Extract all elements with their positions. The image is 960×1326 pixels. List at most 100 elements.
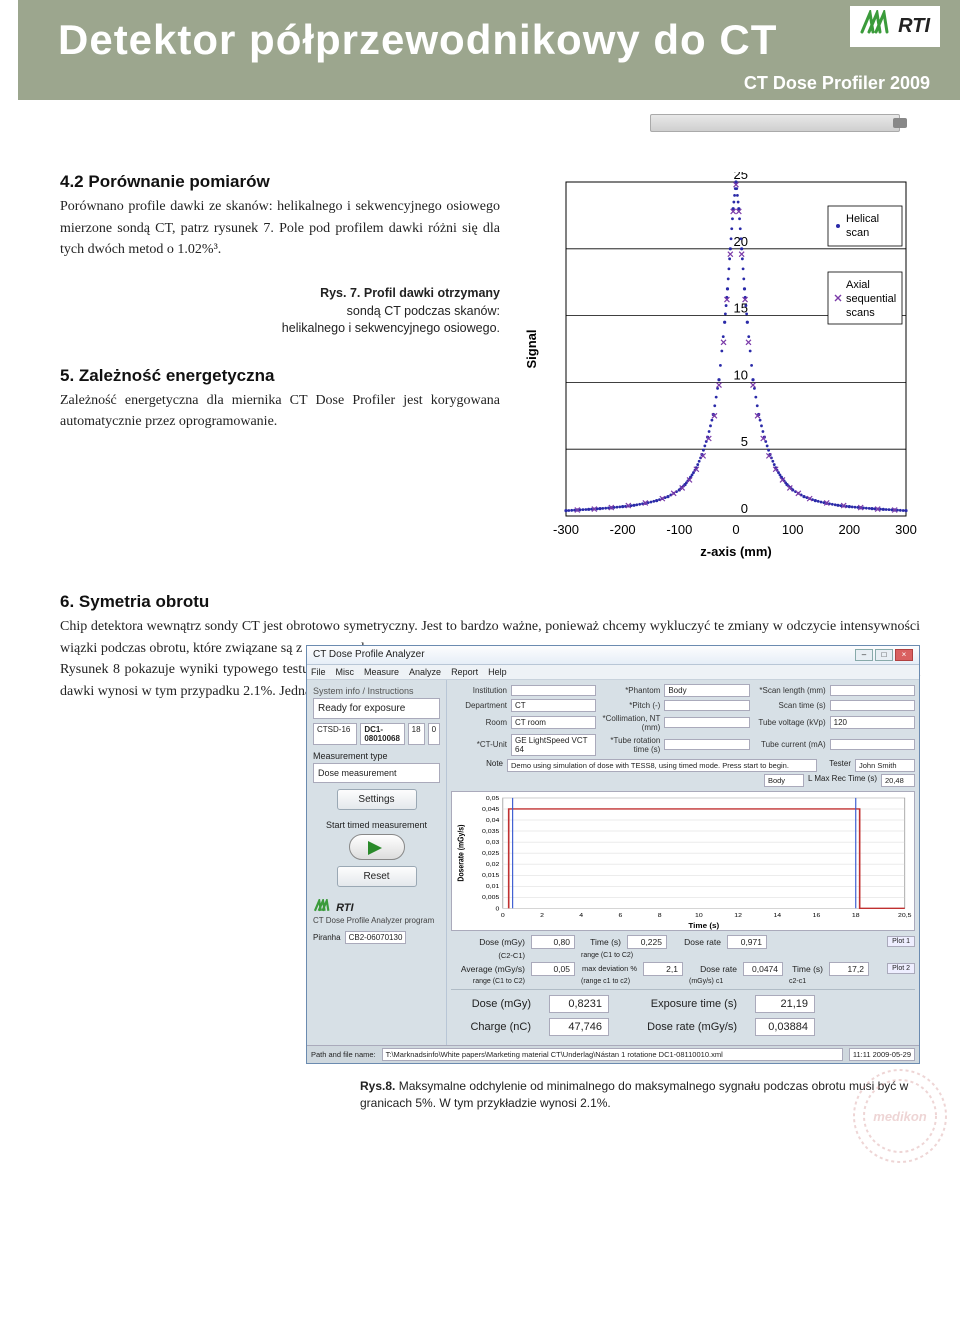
svg-text:Helical: Helical [846,213,879,225]
big-dose-lbl: Dose (mGy) [451,998,531,1010]
svg-text:Doserate (mGy/s): Doserate (mGy/s) [456,824,466,881]
svg-text:scans: scans [846,307,875,319]
menu-help[interactable]: Help [488,667,507,677]
fig7-cap-l3: helikalnego i sekwencyjnego osiowego. [282,321,500,335]
svg-text:14: 14 [773,912,781,918]
close-button[interactable]: × [895,649,913,661]
plot2-btn[interactable]: Plot 2 [887,963,915,974]
svg-text:5: 5 [741,434,748,449]
status-bar: Path and file name: T:\Marknadsinfo\Whit… [307,1045,919,1063]
tester-value: John Smith [855,759,915,772]
svg-text:Time (s): Time (s) [688,921,719,929]
menu-analyze[interactable]: Analyze [409,667,441,677]
r-mgys-lbl: (mGy/s) c1 [689,978,737,985]
meas-type-value: Dose measurement [313,763,440,783]
r-rate-lbl: Dose rate [673,937,721,947]
figure-7-caption: Rys. 7. Profil dawki otrzymany sondą CT … [60,285,500,338]
probe-image [650,114,900,132]
timed-label: Start timed measurement [313,820,440,830]
footer-time: 11:11 2009-05-29 [849,1048,915,1061]
fig7-cap-l1: Rys. 7. Profil dawki otrzymany [320,286,500,300]
plot1-btn[interactable]: Plot 1 [887,936,915,947]
piranha-value: CB2-06070130 [345,931,407,944]
fig7-cap-l2: sondą CT podczas skanów: [347,304,500,318]
r-c2c1: (C2-C1) [451,951,525,960]
reset-button[interactable]: Reset [337,866,417,887]
r-time-val: 0,225 [627,935,667,949]
big-dose-val: 0,8231 [549,995,609,1013]
svg-text:Axial: Axial [846,279,870,291]
settings-button[interactable]: Settings [337,789,417,810]
svg-text:6: 6 [619,912,623,918]
svg-text:300: 300 [895,522,917,537]
maxrec-value: 20,48 [881,774,915,787]
r-range-lbl2: range (C1 to C2) [581,952,633,959]
section-5-para: Zależność energetyczna dla miernika CT D… [60,390,500,433]
rti-logo: RTI [850,6,940,47]
svg-text:Signal: Signal [524,329,539,368]
svg-text:2: 2 [540,912,544,918]
svg-text:0,005: 0,005 [482,894,500,900]
section-4-2-para: Porównano profile dawki ze skanów: helik… [60,196,500,261]
section-5-heading: 5. Zależność energetyczna [60,366,500,386]
medikon-stamp: medikon [850,1066,950,1166]
svg-text:0: 0 [495,905,499,911]
minimize-button[interactable]: – [855,649,873,661]
svg-text:0: 0 [501,912,505,918]
svg-text:0,02: 0,02 [486,861,500,867]
svg-text:0,045: 0,045 [482,806,500,812]
doserate-plot: 0,050,0450,040,0350,030,0250,020,0150,01… [451,791,915,931]
big-charge-val: 47,746 [549,1018,609,1036]
svg-text:8: 8 [658,912,662,918]
serial-id: DC1-08010068 [360,723,404,745]
device-id: CTSD-16 [313,723,357,745]
svg-text:10: 10 [734,367,748,382]
svg-text:-300: -300 [553,522,579,537]
menu-report[interactable]: Report [451,667,478,677]
r-dose-lbl: Dose (mGy) [451,937,525,947]
section-6-heading: 6. Symetria obrotu [60,592,920,612]
svg-text:0,04: 0,04 [486,817,500,823]
ch2-val: 0 [428,723,440,745]
svg-text:12: 12 [734,912,742,918]
body2-value: Body [764,774,804,787]
figure-8-screenshot: CT Dose Profile Analyzer – □ × File Misc M… [306,645,920,1064]
svg-text:0,03: 0,03 [486,839,500,845]
note-label: Note [451,759,503,772]
status-text: Ready for exposure [313,698,440,719]
side-rti-logo: RTI [313,899,440,914]
window-title: CT Dose Profile Analyzer [313,649,425,660]
r-rate-val: 0,971 [727,935,767,949]
menu-misc[interactable]: Misc [336,667,355,677]
maximize-button[interactable]: □ [875,649,893,661]
svg-text:20: 20 [734,234,748,249]
page-header: Detektor półprzewodnikowy do CT RTI CT D… [18,0,960,100]
r-avg-val: 0,05 [531,962,575,976]
r-range2-lbl: (range c1 to c2) [581,978,637,985]
svg-text:0: 0 [741,501,748,516]
svg-text:200: 200 [838,522,860,537]
play-button[interactable] [349,834,405,860]
r-range-lbl: range (C1 to C2) [451,978,525,985]
main-panel: Institution*PhantomBody*Scan length (mm)… [447,680,919,1045]
rti-logo-text: RTI [898,15,930,38]
menu-measure[interactable]: Measure [364,667,399,677]
svg-text:4: 4 [579,912,583,918]
svg-text:20,5: 20,5 [898,912,912,918]
r-time2-lbl: Time (s) [789,964,823,974]
svg-text:0,05: 0,05 [486,795,500,801]
figure-7-chart: 0510152025-300-200-1000100200300Signalz-… [520,172,920,562]
menu-file[interactable]: File [311,667,326,677]
svg-text:-200: -200 [610,522,636,537]
big-rate-val: 0,03884 [755,1018,815,1036]
r-rate2-val: 0,0474 [743,962,783,976]
svg-text:100: 100 [782,522,804,537]
side-info-title: System info / Instructions [313,686,440,696]
svg-text:sequential: sequential [846,293,896,305]
r-maxdev-val: 2,1 [643,962,683,976]
side-panel: System info / Instructions Ready for exp… [307,680,447,1045]
tester-label: Tester [821,759,851,772]
note-value: Demo using simulation of dose with TESS8… [507,759,817,772]
header-subtitle: CT Dose Profiler 2009 [744,73,930,94]
meas-type-label: Measurement type [313,751,440,761]
